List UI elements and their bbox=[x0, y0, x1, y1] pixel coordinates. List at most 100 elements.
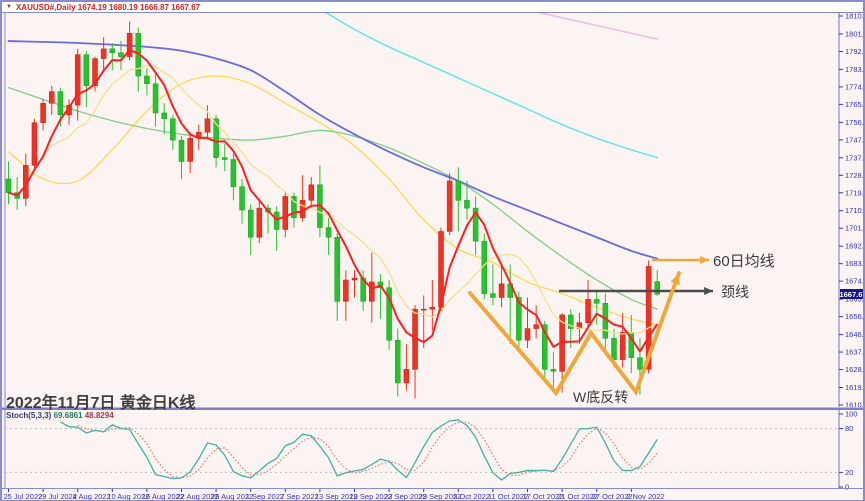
price-axis-label: 1756.15 bbox=[845, 118, 865, 127]
candle-body bbox=[568, 314, 574, 329]
candle-body bbox=[325, 227, 332, 238]
price-axis-label: 1774.40 bbox=[845, 82, 865, 91]
price-axis-label: 1656.15 bbox=[845, 312, 865, 321]
w-bottom-annotation-label[interactable]: W底反转 bbox=[573, 389, 629, 405]
price-axis-label: 1792.65 bbox=[845, 47, 865, 56]
candle-body bbox=[187, 137, 193, 162]
price-axis-label: 1692.40 bbox=[845, 242, 865, 251]
candles[interactable] bbox=[5, 21, 660, 399]
candle-body bbox=[429, 306, 436, 310]
candle-body bbox=[144, 75, 150, 85]
candle-body bbox=[455, 180, 462, 201]
candle-body bbox=[585, 299, 591, 323]
time-axis-label: 21 Oct 2022 bbox=[557, 492, 598, 501]
time-axis-label: 2 Nov 2022 bbox=[626, 492, 664, 501]
ma-line-ma5 bbox=[8, 48, 659, 353]
time-axis-label: 29 Jul 2022 bbox=[38, 492, 77, 501]
candle-body bbox=[230, 159, 237, 187]
price-axis-label: 1801.65 bbox=[845, 29, 865, 38]
time-axis-label: 13 Sep 2022 bbox=[315, 492, 358, 501]
price-axis-label: 1765.40 bbox=[845, 100, 865, 109]
candle-body bbox=[334, 237, 340, 302]
ma-line-ma20 bbox=[7, 75, 658, 326]
price-axis-label: 1737.90 bbox=[845, 153, 865, 162]
current-price-badge: 1667.67 bbox=[839, 289, 865, 299]
stoch-scale-label: 80 bbox=[845, 424, 853, 433]
candle-body bbox=[637, 357, 643, 370]
stoch-scale-label: 0 bbox=[845, 483, 849, 492]
stoch-scale-label: 100 bbox=[845, 410, 858, 419]
time-axis-label: 10 Aug 2022 bbox=[107, 492, 149, 501]
symbol-ohlc-title: XAUUSD#,Daily 1674.19 1680.19 1666.87 16… bbox=[15, 2, 201, 12]
price-axis-label: 1610.65 bbox=[845, 400, 865, 409]
candle-body bbox=[611, 338, 617, 360]
candle-body bbox=[343, 279, 349, 302]
candle-body bbox=[83, 54, 90, 86]
candle-body bbox=[247, 209, 254, 238]
candle-body bbox=[273, 211, 280, 230]
candle-body bbox=[92, 58, 98, 86]
price-axis-label: 1683.40 bbox=[845, 259, 865, 268]
price-axis-label: 1674.40 bbox=[845, 277, 865, 286]
ma60-annotation-label[interactable]: 60日均线 bbox=[713, 253, 775, 270]
ma-lines-slow bbox=[7, 13, 659, 326]
candle-body bbox=[118, 52, 124, 57]
candle-body bbox=[550, 369, 557, 372]
time-axis-label: 27 Oct 2022 bbox=[592, 492, 633, 501]
candle-body bbox=[533, 324, 539, 329]
candle-body bbox=[645, 266, 652, 370]
candle-body bbox=[161, 112, 167, 120]
candle-body bbox=[152, 83, 159, 114]
price-axis-label: 1719.90 bbox=[845, 188, 865, 197]
time-axis-label: 22 Aug 2022 bbox=[177, 492, 219, 501]
candle-body bbox=[100, 48, 107, 59]
time-axis-label: 26 Aug 2022 bbox=[211, 492, 253, 501]
collapse-triangle-icon[interactable]: ▼ bbox=[6, 4, 12, 10]
price-axis-label: 1747.15 bbox=[845, 135, 865, 144]
stoch-indicator-label: Stoch(5,3,3) 69.6861 48.8294 bbox=[6, 411, 114, 420]
candle-body bbox=[403, 369, 410, 384]
candle-body bbox=[524, 328, 531, 341]
candle-body bbox=[619, 332, 626, 360]
price-axis-label: 1637.90 bbox=[845, 348, 865, 357]
arrow-head bbox=[704, 287, 713, 295]
candle-body bbox=[57, 91, 64, 116]
candle-body bbox=[213, 118, 219, 158]
ma-line-ma60 bbox=[7, 40, 659, 260]
candle-body bbox=[386, 287, 392, 341]
price-axis[interactable]: 1810.90 1801.65 1792.65 1783.40 1774.40 1765.… bbox=[839, 12, 865, 410]
candle-body bbox=[464, 200, 470, 209]
price-axis-label: 1710.65 bbox=[845, 206, 865, 215]
price-axis-label: 1665.15 bbox=[845, 295, 865, 304]
candle-body bbox=[351, 277, 358, 281]
chart-caption: 2022年11月7日 黄金日K线 bbox=[6, 395, 196, 412]
time-axis-divider bbox=[2, 488, 863, 489]
candle-body bbox=[654, 281, 660, 295]
time-axis-label: 23 Sep 2022 bbox=[384, 492, 427, 501]
time-axis-label: 11 Oct 2022 bbox=[488, 492, 528, 501]
candle-body bbox=[40, 102, 46, 123]
time-axis-label: 19 Sep 2022 bbox=[350, 492, 393, 501]
candle-body bbox=[308, 184, 314, 201]
time-axis-label: 29 Sep 2022 bbox=[419, 492, 462, 501]
candle-body bbox=[472, 207, 479, 242]
price-axis-label: 1646.90 bbox=[845, 330, 865, 339]
candle-body bbox=[49, 91, 55, 104]
pane-divider[interactable] bbox=[2, 407, 863, 410]
candle-body bbox=[74, 54, 81, 106]
candle-body bbox=[5, 178, 12, 193]
stoch-k-value: 69.6861 bbox=[53, 411, 83, 420]
candle-body bbox=[178, 139, 185, 162]
candle-body bbox=[282, 196, 289, 230]
candle-body bbox=[170, 118, 176, 141]
price-axis-label: 1619.65 bbox=[845, 383, 865, 392]
neckline-annotation-label[interactable]: 颈线 bbox=[721, 284, 749, 300]
candle-body bbox=[420, 308, 427, 311]
ma-line-ma250 bbox=[537, 13, 658, 40]
time-axis-label: 25 Jul 2022 bbox=[4, 492, 43, 501]
candle-body bbox=[498, 283, 505, 298]
annotation-drawings[interactable] bbox=[468, 256, 713, 397]
